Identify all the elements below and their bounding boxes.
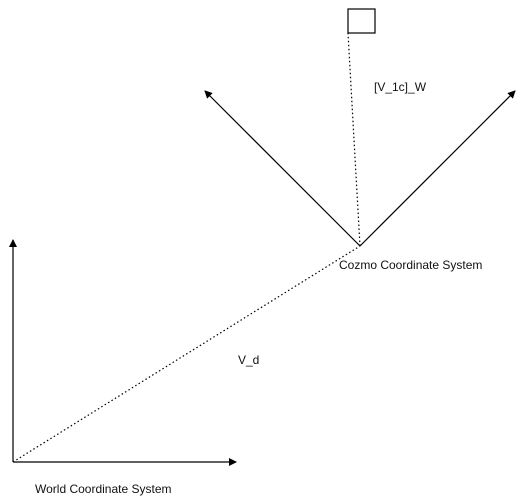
vector-d-line	[13, 246, 360, 462]
target-square	[348, 9, 375, 33]
vector-1c-line	[348, 33, 360, 246]
cozmo-left-axis	[205, 91, 360, 246]
cozmo-right-axis	[360, 91, 515, 246]
vector-d-label: V_d	[238, 353, 259, 367]
cozmo-coordinate-system-label: Cozmo Coordinate System	[339, 258, 482, 272]
world-coordinate-system-label: World Coordinate System	[35, 482, 172, 496]
vector-1c-w-label: [V_1c]_W	[374, 80, 426, 94]
